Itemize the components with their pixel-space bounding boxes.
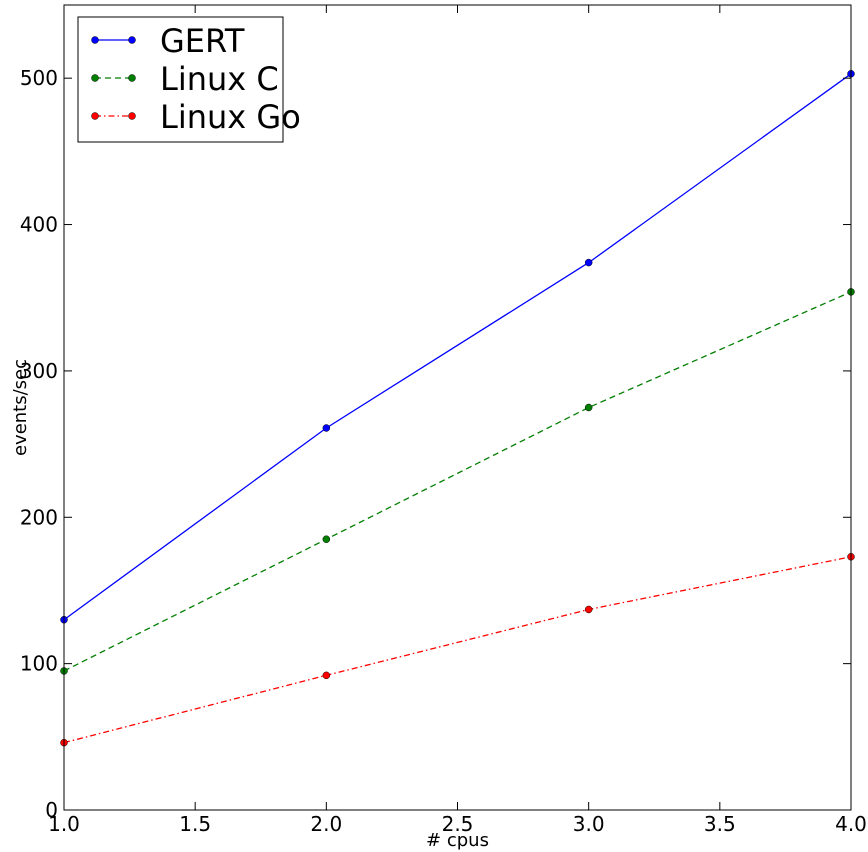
legend-marker	[128, 36, 136, 44]
x-tick-label: 4.0	[835, 812, 867, 836]
series-line-linux-c	[63, 291, 852, 672]
y-tick-label: 500	[20, 66, 58, 90]
x-tick-label: 1.5	[179, 812, 211, 836]
series-line-gert	[63, 73, 852, 621]
legend-label-linux-go: Linux Go	[160, 98, 301, 136]
legend-marker	[91, 112, 99, 120]
data-point-gert	[322, 424, 331, 432]
y-tick-label: 100	[20, 652, 58, 676]
y-tick-label: 0	[45, 798, 58, 822]
x-axis-label: # cpus	[426, 830, 489, 851]
legend-box	[77, 16, 284, 143]
data-point-linux-c	[584, 403, 593, 412]
legend-label-gert: GERT	[160, 22, 245, 60]
legend-marker	[128, 74, 136, 82]
plot-lines	[63, 73, 852, 744]
data-point-gert	[584, 258, 593, 267]
series-line-linux-go	[63, 556, 852, 744]
legend-marker	[91, 36, 99, 44]
y-axis-label: events/sec	[10, 359, 31, 456]
y-tick-label: 200	[20, 505, 58, 529]
legend-label-linux-c: Linux C	[160, 60, 279, 98]
y-tick-label: 300	[20, 359, 58, 383]
data-point-linux-go	[322, 671, 331, 680]
legend-marker	[128, 112, 136, 120]
y-axis-ticks: 0 100 200 300 400 500	[20, 66, 851, 822]
data-point-linux-c	[322, 535, 331, 543]
x-axis-ticks: 1.0 1.5 2.0 2.5 3.0 3.5 4.0	[48, 5, 867, 836]
x-tick-label: 1.0	[48, 812, 80, 836]
x-tick-label: 3.5	[704, 812, 736, 836]
data-point-linux-go	[584, 605, 593, 614]
x-tick-label: 3.0	[573, 812, 605, 836]
y-tick-label: 400	[20, 213, 58, 237]
x-tick-label: 2.5	[442, 812, 474, 836]
x-tick-label: 2.0	[310, 812, 342, 836]
plot-markers	[60, 70, 855, 747]
legend-marker	[91, 74, 99, 82]
